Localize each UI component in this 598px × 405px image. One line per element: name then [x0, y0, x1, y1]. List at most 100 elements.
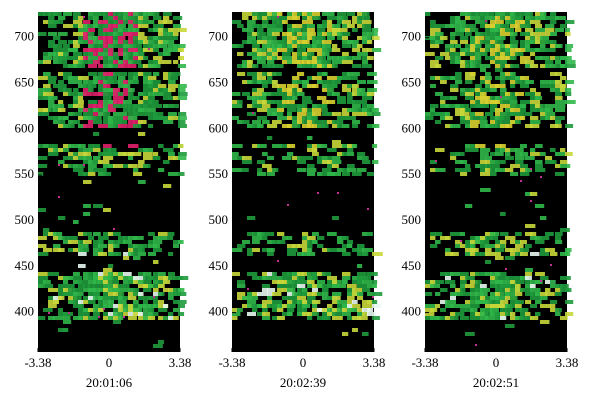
- image-pixel: [277, 112, 284, 116]
- image-pixel: [470, 124, 479, 128]
- image-pixel: [168, 72, 174, 76]
- image-pixel: [367, 300, 374, 304]
- image-pixel: [128, 20, 136, 24]
- image-pixel: [143, 84, 153, 88]
- image-pixel: [178, 156, 187, 160]
- image-pixel: [108, 80, 114, 84]
- image-pixel: [128, 288, 136, 292]
- image-pixel: [490, 16, 498, 20]
- image-pixel: [257, 92, 267, 96]
- image-pixel: [540, 56, 550, 60]
- image-pixel: [232, 92, 241, 96]
- image-pixel: [242, 160, 253, 164]
- image-pixel: [128, 108, 136, 112]
- image-pixel: [148, 96, 155, 100]
- image-pixel: [510, 104, 517, 108]
- image-pixel: [153, 280, 159, 284]
- image-pixel: [262, 272, 268, 276]
- image-pixel: [342, 56, 351, 60]
- image-pixel: [490, 168, 497, 172]
- image-pixel: [83, 92, 93, 96]
- image-pixel: [352, 104, 361, 108]
- image-pixel: [485, 80, 491, 84]
- image-pixel: [53, 232, 63, 236]
- image-pixel: [485, 44, 492, 48]
- image-pixel: [495, 160, 506, 164]
- image-pixel: [48, 116, 58, 120]
- image-pixel: [282, 296, 288, 300]
- image-pixel: [247, 312, 256, 316]
- image-pixel: [505, 304, 512, 308]
- image-pixel: [58, 312, 67, 316]
- image-pixel: [287, 48, 294, 52]
- image-pixel: [550, 116, 556, 120]
- image-pixel: [68, 164, 74, 168]
- image-pixel: [465, 124, 472, 128]
- image-pixel: [262, 64, 272, 68]
- image-pixel: [143, 100, 153, 104]
- image-pixel: [490, 160, 499, 164]
- image-pixel: [287, 36, 295, 40]
- image-pixel: [292, 292, 301, 296]
- image-pixel: [312, 312, 319, 316]
- image-pixel: [430, 108, 436, 112]
- image-pixel: [372, 280, 378, 284]
- image-pixel: [540, 320, 550, 324]
- image-pixel: [495, 120, 503, 124]
- image-pixel: [63, 12, 73, 16]
- image-pixel: [560, 64, 568, 68]
- image-pixel: [108, 244, 116, 248]
- image-pixel: [58, 40, 67, 44]
- image-pixel: [367, 32, 378, 36]
- image-pixel: [257, 56, 268, 60]
- image-pixel: [495, 168, 501, 172]
- image-pixel: [178, 172, 185, 176]
- image-pixel: [357, 88, 366, 92]
- image-pixel: [123, 240, 132, 244]
- image-pixel: [475, 280, 482, 284]
- image-pixel: [465, 108, 471, 112]
- image-pixel: [63, 52, 69, 56]
- y-tick-label: 550: [15, 166, 35, 181]
- image-pixel: [158, 28, 166, 32]
- image-pixel: [148, 20, 155, 24]
- image-pixel: [267, 76, 273, 80]
- image-pixel: [555, 80, 562, 84]
- image-pixel: [78, 32, 87, 36]
- image-pixel: [128, 28, 136, 32]
- image-pixel: [515, 232, 522, 236]
- image-pixel: [560, 228, 570, 232]
- image-pixel: [560, 88, 566, 92]
- image-pixel: [460, 40, 469, 44]
- image-pixel: [312, 40, 319, 44]
- image-pixel: [163, 116, 173, 120]
- image-pixel: [455, 104, 464, 108]
- image-pixel: [247, 112, 257, 116]
- image-pixel: [128, 76, 135, 80]
- image-pixel: [153, 48, 159, 52]
- image-pixel: [545, 40, 554, 44]
- image-pixel: [530, 36, 537, 40]
- image-pixel: [470, 312, 479, 316]
- image-pixel: [68, 156, 75, 160]
- image-pixel: [485, 312, 493, 316]
- image-pixel: [307, 84, 316, 88]
- image-pixel: [267, 108, 278, 112]
- image-pixel: [362, 304, 373, 308]
- image-pixel: [43, 232, 52, 236]
- image-pixel: [525, 112, 533, 116]
- image-pixel: [352, 88, 362, 92]
- image-pixel: [565, 124, 574, 128]
- image-pixel: [138, 64, 145, 68]
- image-pixel: [247, 216, 256, 220]
- image-pixel: [113, 104, 120, 108]
- image-pixel: [262, 304, 271, 308]
- image-pixel: [173, 72, 181, 76]
- image-pixel: [98, 124, 109, 128]
- image-pixel: [510, 108, 521, 112]
- image-pixel: [43, 248, 53, 252]
- image-pixel: [297, 276, 306, 280]
- image-pixel: [83, 312, 90, 316]
- image-pixel: [232, 104, 243, 108]
- image-pixel: [98, 36, 106, 40]
